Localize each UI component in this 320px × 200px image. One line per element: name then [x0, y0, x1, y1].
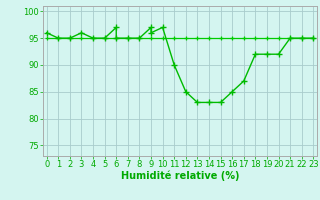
X-axis label: Humidité relative (%): Humidité relative (%): [121, 171, 239, 181]
